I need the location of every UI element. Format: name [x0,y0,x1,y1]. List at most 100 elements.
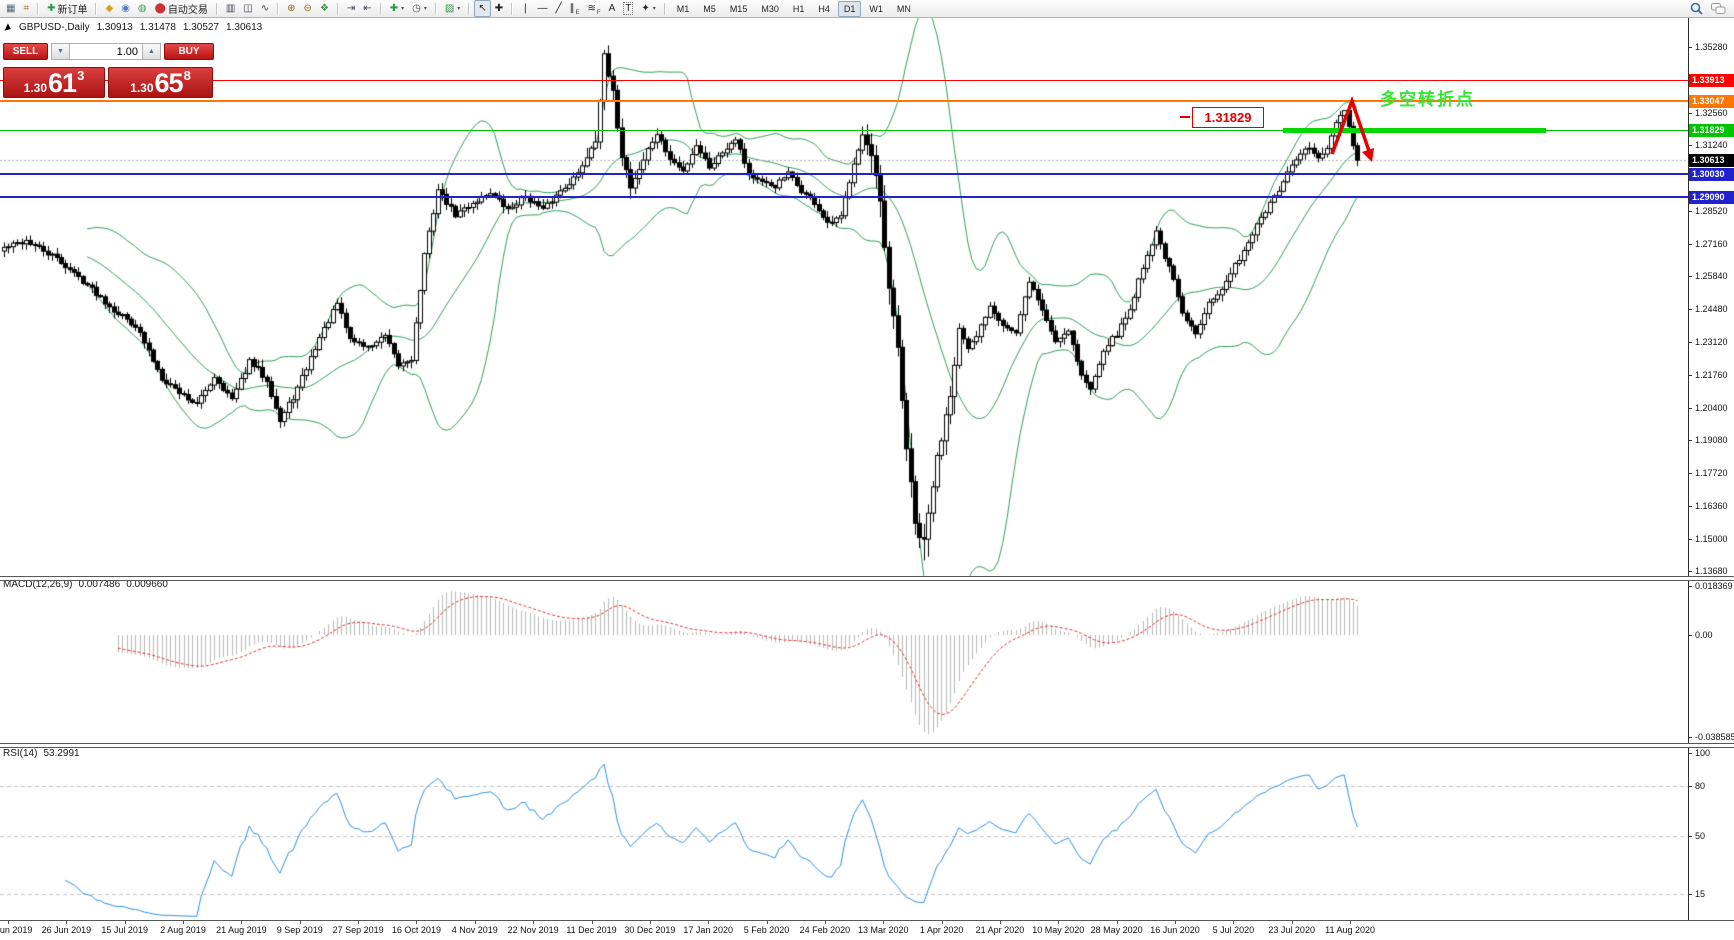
volume-increase-button[interactable]: ▲ [142,43,161,60]
hline-pivot-green[interactable] [0,130,1688,132]
volume-decrease-button[interactable]: ▼ [51,43,70,60]
auto-scroll-icon[interactable]: ⇥ [343,0,359,17]
sell-price-box[interactable]: 1.30 61 3 [3,67,105,98]
auto-trading-button-label: 自动交易 [167,5,208,16]
chat-icon[interactable] [1711,2,1726,15]
date-tick [299,920,301,924]
price-callout[interactable]: 1.31829 [1192,107,1264,128]
data-window-icon: ⌗ [23,3,30,14]
hline-resistance-red[interactable] [0,79,1688,81]
price-level-label: 1.33047 [1689,94,1734,108]
line-chart-icon[interactable]: ∿ [257,0,273,17]
price-tick [1688,473,1692,475]
expert-advisors-icon: ◉ [121,3,130,14]
timeframe-button-m1[interactable]: M1 [676,3,690,14]
zoom-out-icon: ⊖ [303,3,312,14]
rsi-tick [1688,786,1692,788]
timeframe-button-d1[interactable]: D1 [837,0,862,17]
auto-trading-button[interactable]: ⬤ 自动交易 [151,0,212,17]
price-tick-label: 1.21760 [1695,370,1728,381]
cursor-icon[interactable]: ↖ [474,0,491,17]
vertical-line-icon[interactable]: ❘ [517,0,533,17]
chart-shift-icon[interactable]: ⇤ [359,0,375,17]
price-level-label: 1.33913 [1689,73,1734,87]
fibonacci-icon[interactable]: ≋ F [584,0,605,17]
price-tick [1688,276,1692,278]
sell-price-pips: 61 [48,68,77,98]
fibonacci-icon-sub: F [596,10,601,16]
timeframe-button-m15[interactable]: M15 [729,3,748,14]
tile-windows-icon[interactable]: ❖ [316,0,333,17]
period-icon[interactable]: ◷ ▾ [408,0,431,17]
timeframe-button-w1[interactable]: W1 [869,3,883,14]
dropdown-caret-icon[interactable]: ▾ [457,6,461,12]
arrows-icon: ✦ [641,3,650,14]
crosshair-icon[interactable]: ✚ [491,0,507,17]
one-click-trading-panel: SELL ▼ ▲ BUY 1.30 61 3 1.30 65 8 [3,43,215,98]
chart-template-icon: ▨ [444,3,455,14]
price-tick-label: 1.16360 [1695,501,1728,512]
hline-support-blue-2[interactable] [0,196,1688,199]
buy-button[interactable]: BUY [164,43,214,60]
vertical-line-icon: ❘ [521,3,530,14]
zoom-in-icon[interactable]: ⊕ [283,0,299,17]
buy-price-box[interactable]: 1.30 65 8 [108,67,213,98]
sell-button[interactable]: SELL [3,43,48,60]
price-tick [1688,342,1692,344]
hline-resistance-orange[interactable] [0,100,1688,103]
signals-icon[interactable]: ◍ [134,0,151,17]
text-label-icon[interactable]: T [619,0,637,17]
equidistant-channel-icon[interactable]: ∥ E [566,0,584,17]
fibonacci-icon: ≋ [587,3,596,14]
date-label: 4 Nov 2019 [451,925,498,935]
arrows-icon[interactable]: ✦ ▾ [637,0,659,17]
timeframe-button-m5[interactable]: M5 [703,3,716,14]
text-icon[interactable]: A [605,0,620,17]
charts-list-icon[interactable]: ▦ [2,0,19,17]
timeframe-button-h1[interactable]: H1 [792,3,805,14]
chart-template-icon[interactable]: ▨ ▾ [441,0,464,17]
zoom-out-icon[interactable]: ⊖ [300,0,316,17]
price-tick [1688,309,1692,311]
timeframe-button-mn[interactable]: MN [896,3,911,14]
volume-input[interactable] [70,43,142,60]
rsi-tick [1688,894,1692,896]
date-tick [66,920,68,924]
dropdown-caret-icon[interactable]: ▾ [401,6,405,12]
equidistant-channel-icon-sub: E [575,10,580,16]
dropdown-caret-icon[interactable]: ▾ [423,6,427,12]
search-icon[interactable] [1690,2,1703,15]
toolbar-separator [468,2,471,15]
rsi-panel-separator[interactable] [0,743,1734,748]
line-chart-icon: ∿ [260,3,270,14]
data-window-icon[interactable]: ⌗ [19,0,33,17]
price-tick [1688,112,1692,114]
date-tick [474,920,476,924]
trendline-icon[interactable]: ╱ [551,0,565,17]
paint-bucket-icon[interactable]: ◆ [101,0,117,17]
horizontal-line-icon[interactable]: ― [533,0,551,17]
bar-chart-icon[interactable]: ▥ [222,0,239,17]
date-label: 11 Dec 2019 [566,925,617,935]
add-indicator-icon[interactable]: ✚ ▾ [386,0,408,17]
hline-pivot-green-thick[interactable] [1283,128,1546,134]
cursor-icon: ↖ [478,3,487,14]
price-level-label: 1.31829 [1689,124,1734,138]
timeframe-button-h4[interactable]: H4 [818,3,830,14]
expert-advisors-icon[interactable]: ◉ [117,0,134,17]
macd-label: MACD(12,26,9) 0.007486 0.009660 [3,579,168,590]
ohlc-high: 1.31478 [139,22,176,33]
price-tick [1688,375,1692,377]
macd-panel-separator[interactable] [0,576,1734,581]
ohlc-open: 1.30913 [96,22,133,33]
new-order-button-label: 新订单 [57,5,88,16]
macd-tick-label: -0.038585 [1695,732,1734,743]
date-label: 11 Aug 2020 [1325,925,1375,935]
dropdown-caret-icon[interactable]: ▾ [652,6,656,12]
timeframe-button-m30[interactable]: M30 [761,3,779,14]
new-order-button[interactable]: ✚ 新订单 [43,0,91,17]
candlestick-chart-icon[interactable]: ◫ [239,0,256,17]
pivot-note-text[interactable]: 多空转折点 [1380,90,1475,109]
hline-support-blue-1[interactable] [0,173,1688,176]
